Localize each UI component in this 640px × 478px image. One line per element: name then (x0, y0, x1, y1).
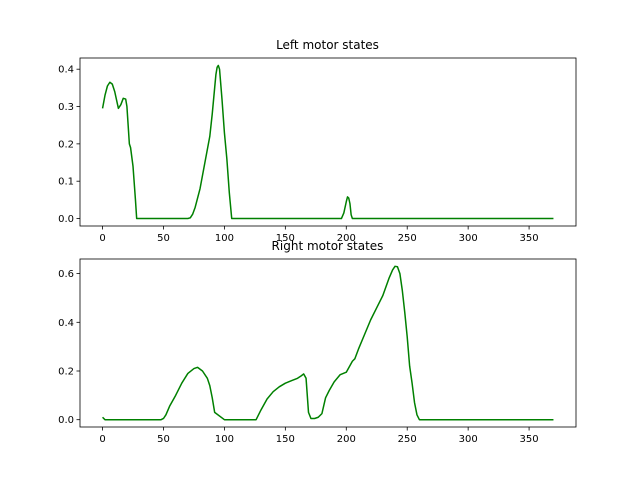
left-chart-title: Left motor states (276, 38, 379, 52)
left-x-tick-label: 250 (398, 233, 417, 244)
left-y-tick-label: 0.2 (58, 139, 74, 150)
right-series-line (102, 265, 554, 421)
left-series-line (101, 64, 554, 220)
right-x-tick-label: 100 (215, 434, 234, 445)
right-x-tick-label: 150 (276, 434, 295, 445)
right-x-tick-label: 250 (398, 434, 417, 445)
right-x-tick-label: 350 (520, 434, 539, 445)
left-motor-chart: Left motor states 0 50 100 150 200 250 300 3500… (58, 38, 577, 244)
left-x-tick-label: 150 (276, 233, 295, 244)
left-axes-frame (79, 57, 577, 227)
left-x-tick-label: 100 (215, 233, 234, 244)
left-y-tick-label: 0.0 (58, 214, 74, 225)
left-x-tick-label: 200 (337, 233, 356, 244)
left-x-tick-label: 300 (459, 233, 478, 244)
right-chart-ticks: 0 50 100 150 200 250 300 350 0.0 0.2 0.4 0.6 (58, 269, 539, 445)
left-chart-ticks: 0 50 100 150 200 250 300 350 0.0 0.1 0.2 0.3 0.4 (58, 65, 539, 244)
right-axes-frame (79, 258, 577, 428)
right-motor-chart: Right motor states 0 50 100 150 200 250 300 350… (58, 239, 577, 445)
right-y-tick-label: 0.6 (58, 269, 74, 280)
left-x-tick-label: 0 (99, 233, 105, 244)
right-y-tick-label: 0.0 (58, 415, 74, 426)
right-x-tick-label: 200 (337, 434, 356, 445)
left-y-tick-label: 0.3 (58, 102, 74, 113)
right-y-tick-label: 0.4 (58, 318, 74, 329)
right-x-tick-label: 300 (459, 434, 478, 445)
right-chart-title: Right motor states (272, 239, 384, 253)
right-x-tick-label: 50 (157, 434, 170, 445)
left-y-tick-label: 0.4 (58, 65, 74, 76)
right-y-tick-label: 0.2 (58, 367, 74, 378)
right-x-tick-label: 0 (99, 434, 105, 445)
left-x-tick-label: 50 (157, 233, 170, 244)
left-y-tick-label: 0.1 (58, 177, 74, 188)
left-x-tick-label: 350 (520, 233, 539, 244)
